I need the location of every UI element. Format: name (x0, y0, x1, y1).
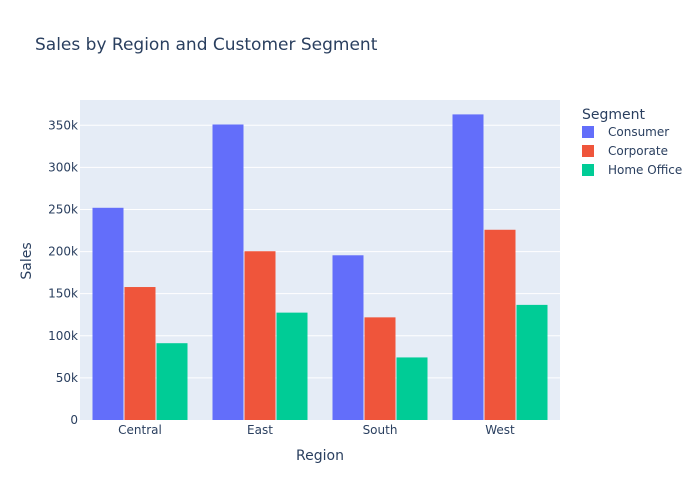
legend-label: Consumer (608, 125, 669, 139)
bar-home-office-south[interactable] (396, 357, 428, 420)
bar-corporate-west[interactable] (484, 229, 516, 420)
y-tick-label: 200k (48, 245, 78, 259)
y-tick-label: 150k (48, 287, 78, 301)
bar-consumer-south[interactable] (332, 255, 364, 420)
y-tick-label: 0 (70, 413, 78, 427)
y-axis-ticks: 0 50k 100k 150k 200k 250k 300k 350k (48, 118, 78, 427)
x-tick-label: West (485, 423, 515, 437)
y-tick-label: 50k (56, 371, 78, 385)
x-axis-title: Region (296, 448, 344, 464)
y-tick-label: 250k (48, 202, 78, 216)
y-tick-label: 300k (48, 160, 78, 174)
bar-home-office-central[interactable] (156, 343, 188, 420)
y-tick-label: 350k (48, 118, 78, 132)
legend-items: Consumer Corporate Home Office (582, 125, 682, 177)
bar-corporate-east[interactable] (244, 251, 276, 420)
bar-corporate-south[interactable] (364, 317, 396, 420)
legend-label: Home Office (608, 163, 682, 177)
x-tick-label: Central (118, 423, 162, 437)
x-tick-label: East (247, 423, 273, 437)
legend-item-corporate[interactable]: Corporate (582, 144, 668, 158)
legend-swatch (582, 126, 594, 138)
legend: Segment Consumer Corporate Home Office (582, 107, 682, 177)
y-axis-title: Sales (19, 242, 35, 279)
bar-consumer-east[interactable] (212, 124, 244, 421)
legend-item-consumer[interactable]: Consumer (582, 125, 669, 139)
x-axis-ticks: Central East South West (118, 423, 515, 437)
x-tick-label: South (363, 423, 398, 437)
legend-title: Segment (582, 107, 646, 123)
bar-consumer-west[interactable] (452, 114, 484, 421)
chart-title: Sales by Region and Customer Segment (35, 35, 378, 55)
y-tick-label: 100k (48, 329, 78, 343)
bar-home-office-east[interactable] (276, 312, 308, 420)
bar-consumer-central[interactable] (92, 207, 124, 420)
legend-label: Corporate (608, 144, 668, 158)
bars-layer (92, 114, 548, 421)
legend-item-home-office[interactable]: Home Office (582, 163, 682, 177)
legend-swatch (582, 164, 594, 176)
bar-home-office-west[interactable] (516, 304, 548, 420)
bar-corporate-central[interactable] (124, 287, 156, 420)
legend-swatch (582, 145, 594, 157)
